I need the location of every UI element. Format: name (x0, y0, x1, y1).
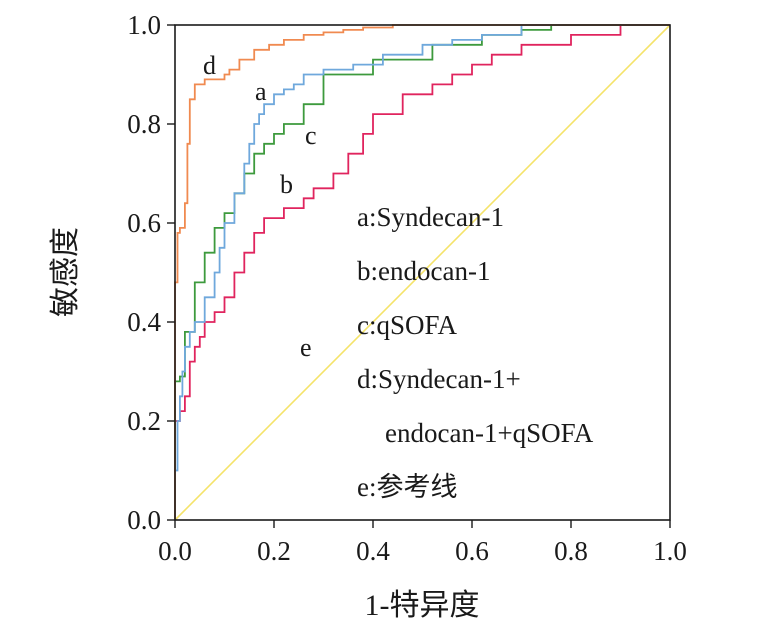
x-tick-label: 0.4 (356, 536, 390, 566)
curve-label-b: b (280, 170, 293, 199)
roc-curve-d (174, 24, 670, 520)
x-tick-label: 0.8 (554, 536, 588, 566)
y-tick-label: 0.0 (127, 505, 161, 535)
curve-label-e: e (300, 333, 312, 362)
legend-item-e: e:参考线 (357, 472, 458, 502)
plot-frame (174, 24, 671, 521)
legend-item-a: a:Syndecan-1 (357, 202, 504, 232)
roc-curve-b (174, 24, 670, 520)
roc-curves (174, 24, 671, 521)
x-tick-label: 0.0 (158, 536, 192, 566)
y-tick-label: 0.8 (127, 109, 161, 139)
y-tick-label: 0.2 (127, 406, 161, 436)
legend: a:Syndecan-1 b:endocan-1 c:qSOFA d:Synde… (357, 202, 594, 502)
roc-curve-e (174, 24, 671, 521)
x-tick-label: 0.2 (257, 536, 291, 566)
legend-item-d-continued: endocan-1+qSOFA (385, 418, 594, 448)
curve-label-d: d (203, 51, 216, 80)
y-tick-label: 0.4 (127, 307, 161, 337)
curve-label-c: c (305, 121, 317, 150)
x-tick-label: 1.0 (653, 536, 687, 566)
legend-item-c: c:qSOFA (357, 310, 458, 340)
y-axis-title: 敏感度 (49, 227, 82, 317)
legend-item-d: d:Syndecan-1+ (357, 364, 521, 394)
x-axis-title: 1-特异度 (365, 589, 480, 622)
curve-label-a: a (255, 77, 267, 106)
x-tick-label: 0.6 (455, 536, 489, 566)
ticks: 0.0 0.2 0.4 0.6 0.8 1.0 0.0 0.2 0.4 0.6 0.8 1.0 (127, 10, 687, 566)
axes (174, 24, 671, 521)
y-tick-label: 1.0 (127, 10, 161, 40)
roc-curve-a (174, 24, 670, 520)
y-tick-label: 0.6 (127, 208, 161, 238)
legend-item-b: b:endocan-1 (357, 256, 490, 286)
